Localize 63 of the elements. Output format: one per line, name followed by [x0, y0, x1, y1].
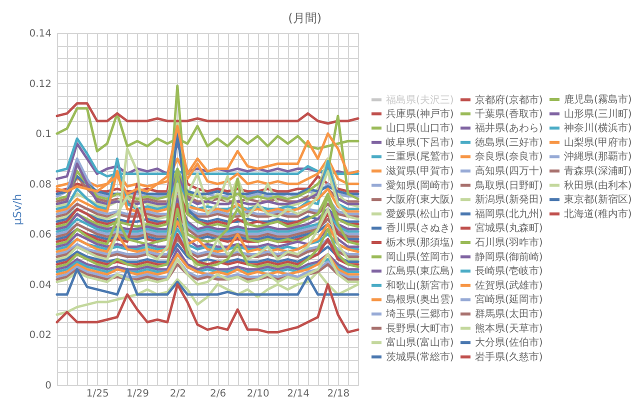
legend-label: 愛知県(岡崎市)	[386, 179, 454, 192]
legend-label: 茨城県(常総市)	[386, 350, 454, 363]
legend-label: 高知県(四万十)	[475, 165, 543, 177]
legend-label: 鳥取県(日野町)	[474, 179, 543, 192]
legend-label: 山梨県(甲府市)	[564, 136, 632, 148]
legend-label: 沖縄県(那覇市)	[564, 150, 632, 163]
legend-label: 新潟県(新発田)	[475, 194, 543, 206]
legend-label: 岐阜県(下呂市)	[386, 136, 454, 148]
legend-label: 東京都(新宿区)	[564, 194, 632, 206]
legend-label: 徳島県(三好市)	[475, 136, 543, 148]
legend-label: 三重県(尾鷲市)	[386, 150, 454, 163]
y-axis-title: μSv/h	[11, 194, 24, 226]
legend-label: 長野県(大町市)	[386, 322, 454, 334]
legend-label: 北海道(稚内市)	[564, 208, 632, 220]
x-tick-label: 2/14	[287, 388, 310, 400]
legend-label: 福岡県(北九州)	[475, 208, 543, 220]
legend-label: 山口県(山口市)	[386, 122, 454, 134]
legend-label: 山形県(三川町)	[564, 108, 632, 120]
y-tick-label: 0.04	[29, 280, 52, 291]
legend-label: 栃木県(那須塩)	[386, 236, 454, 248]
y-tick-label: 0.1	[36, 129, 52, 140]
legend-label: 長崎県(壱岐市)	[475, 265, 543, 278]
y-tick-label: 0.08	[29, 179, 52, 190]
y-tick-label: 0.02	[29, 330, 52, 342]
legend-label: 奈良県(奈良市)	[475, 150, 543, 163]
legend-label: 広島県(東広島)	[386, 265, 454, 278]
legend-label: 兵庫県(神戸市)	[386, 108, 454, 120]
y-tick-label: 0.14	[29, 28, 52, 40]
y-tick-label: 0	[45, 380, 52, 392]
legend-label: 和歌山(新宮市)	[386, 279, 454, 292]
legend-label: 石川県(羽咋市)	[475, 236, 543, 248]
x-tick-label: 2/2	[170, 388, 186, 400]
y-tick-label: 0.06	[29, 230, 52, 241]
legend-label: 宮崎県(延岡市)	[475, 294, 543, 306]
legend-label: 京都府(京都市)	[475, 94, 543, 106]
legend-label: 富山県(富山市)	[386, 336, 454, 349]
legend-label: 秋田県(由利本)	[564, 179, 632, 192]
legend-label: 鹿児島(霧島市)	[564, 94, 632, 106]
legend-label: 滋賀県(甲賀市)	[386, 165, 454, 177]
legend-label: 熊本県(天草市)	[475, 322, 543, 334]
legend-label: 群馬県(太田市)	[475, 308, 543, 320]
legend-label: 岩手県(久慈市)	[475, 350, 543, 363]
legend-label: 宮城県(丸森町)	[475, 222, 543, 234]
x-tick-label: 2/10	[246, 388, 270, 400]
legend-label: 青森県(深浦町)	[564, 165, 632, 177]
chart-title: (月間)	[288, 11, 322, 25]
legend-label: 福井県(あわら)	[475, 122, 543, 134]
legend-label: 大分県(佐伯市)	[475, 336, 543, 349]
x-tick-label: 1/29	[126, 388, 149, 400]
legend-label: 大阪府(東大阪)	[386, 194, 454, 206]
legend-label: 愛媛県(松山市)	[386, 208, 454, 220]
legend-label: 岡山県(笠岡市)	[386, 250, 454, 263]
legend-label: 香川県(さぬき)	[386, 222, 454, 234]
legend-label: 神奈川(横浜市)	[564, 122, 632, 134]
legend-label: 島根県(奥出雲)	[386, 294, 454, 306]
x-tick-label: 2/18	[327, 388, 350, 400]
legend-label: 埼玉県(三郷市)	[385, 308, 454, 320]
x-tick-label: 1/25	[86, 388, 109, 400]
legend-label: 静岡県(御前崎)	[475, 250, 543, 263]
y-tick-label: 0.12	[29, 78, 52, 90]
legend-label: 佐賀県(武雄市)	[475, 279, 543, 292]
x-tick-label: 2/6	[210, 388, 226, 400]
legend-label: 千葉県(香取市)	[475, 108, 543, 120]
